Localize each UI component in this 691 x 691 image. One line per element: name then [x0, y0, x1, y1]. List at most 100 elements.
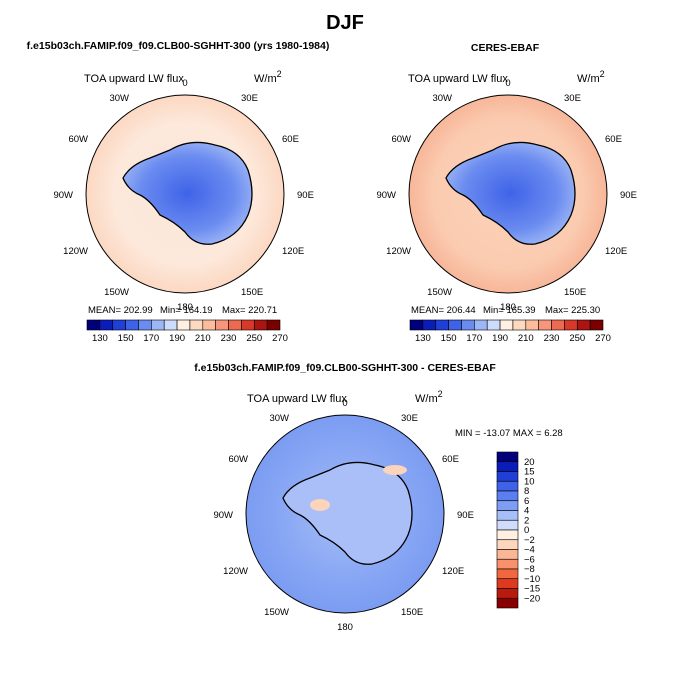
panel-model-field-label: TOA upward LW flux — [84, 73, 184, 85]
colorbar-swatch — [176, 319, 191, 331]
colorbar-swatch — [551, 319, 565, 331]
lon-label: 30E — [241, 93, 258, 104]
panel-model-units: W/m2 — [254, 69, 282, 85]
lon-label: 180 — [177, 302, 193, 313]
panel-diff-field-label: TOA upward LW flux — [247, 393, 347, 405]
panel-obs-mean: MEAN= 206.44 — [411, 305, 476, 316]
lon-label: 30E — [401, 413, 418, 424]
lon-label: 60W — [68, 134, 88, 145]
lon-label: 150E — [564, 287, 586, 298]
colorbar-tick-label: 210 — [195, 333, 211, 344]
colorbar-swatch — [496, 471, 519, 482]
lon-label: 60E — [605, 134, 622, 145]
lon-label: 60W — [228, 454, 248, 465]
colorbar-swatch — [496, 480, 519, 492]
colorbar-swatch — [486, 319, 501, 331]
colorbar-swatch — [496, 451, 519, 463]
colorbar-tick-label: 2 — [524, 515, 529, 526]
page-title: DJF — [326, 12, 364, 34]
colorbar-swatch — [448, 319, 462, 331]
panel-obs-max: Max= 225.30 — [545, 305, 600, 316]
panel-obs-units: W/m2 — [577, 69, 605, 85]
colorbar-tick-label: 250 — [569, 333, 585, 344]
colorbar-swatch — [496, 510, 519, 521]
colorbar-swatch — [496, 588, 519, 599]
colorbar-tick-label: −15 — [524, 584, 540, 595]
panel-obs: CERES-EBAF TOA upward LW flux W/m2 0 30E 6… — [376, 42, 636, 344]
panel-diff-title: f.e15b03ch.FAMIP.f09_f09.CLB00-SGHHT-300… — [194, 362, 496, 374]
lon-label: 150W — [264, 607, 289, 618]
colorbar-swatch — [576, 319, 591, 331]
colorbar-tick-label: 190 — [492, 333, 508, 344]
colorbar-swatch — [496, 490, 519, 502]
colorbar-swatch — [496, 558, 519, 570]
colorbar-tick-label: 230 — [221, 333, 237, 344]
colorbar-tick-label: 0 — [524, 525, 529, 536]
colorbar-swatch — [409, 319, 424, 331]
lon-label: 120E — [605, 246, 627, 257]
colorbar-tick-label: 170 — [466, 333, 482, 344]
colorbar-swatch — [189, 319, 204, 331]
colorbar-tick-label: −8 — [524, 564, 535, 575]
colorbar-tick-label: 10 — [524, 476, 535, 487]
panel-model-colorbar: 130 150 170 190 210 230 250 270 — [86, 319, 288, 344]
panel-diff-lon-labels: 0 30E 60E 90E 120E 150E 180 150W 120W 90W 60W 30W — [213, 398, 473, 633]
colorbar-swatch — [266, 319, 281, 331]
lon-label: 0 — [342, 398, 347, 409]
colorbar-tick-label: 6 — [524, 496, 529, 507]
panel-obs-antarctica — [445, 141, 576, 245]
colorbar-swatch — [496, 461, 519, 472]
colorbar-tick-label: 8 — [524, 486, 529, 497]
colorbar-tick-label: −4 — [524, 545, 535, 556]
colorbar-tick-label: 270 — [272, 333, 288, 344]
colorbar-tick-label: 150 — [441, 333, 457, 344]
colorbar-tick-label: 230 — [544, 333, 560, 344]
colorbar-swatch — [525, 319, 539, 331]
colorbar-swatch — [112, 319, 126, 331]
panel-model-min: Min= 164.19 — [160, 305, 213, 316]
colorbar-swatch — [496, 568, 519, 580]
colorbar-swatch — [202, 319, 216, 331]
colorbar-tick-label: 15 — [524, 467, 535, 478]
lon-label: 90W — [213, 510, 233, 521]
lon-label: 0 — [182, 78, 187, 89]
colorbar-swatch — [496, 597, 519, 609]
panel-diff-positive-anomaly — [310, 499, 330, 511]
panel-obs-field-label: TOA upward LW flux — [408, 73, 508, 85]
panel-diff: f.e15b03ch.FAMIP.f09_f09.CLB00-SGHHT-300… — [194, 362, 562, 633]
lon-label: 60E — [282, 134, 299, 145]
lon-label: 120E — [442, 566, 464, 577]
colorbar-swatch — [228, 319, 242, 331]
colorbar-swatch — [99, 319, 114, 331]
colorbar-tick-label: 250 — [246, 333, 262, 344]
colorbar-swatch — [499, 319, 514, 331]
panel-model: f.e15b03ch.FAMIP.f09_f09.CLB00-SGHHT-300… — [27, 40, 330, 344]
lon-label: 90W — [376, 190, 396, 201]
lon-label: 120W — [63, 246, 88, 257]
colorbar-tick-label: 4 — [524, 506, 529, 517]
lon-label: 90W — [53, 190, 73, 201]
colorbar-tick-label: −10 — [524, 574, 540, 585]
lon-label: 60W — [391, 134, 411, 145]
lon-label: 30W — [109, 93, 129, 104]
colorbar-swatch — [125, 319, 139, 331]
lon-label: 60E — [442, 454, 459, 465]
colorbar-tick-label: −6 — [524, 554, 535, 565]
lon-label: 180 — [337, 622, 353, 633]
colorbar-swatch — [138, 319, 152, 331]
lon-label: 30E — [564, 93, 581, 104]
lon-label: 30W — [432, 93, 452, 104]
colorbar-swatch — [241, 319, 255, 331]
colorbar-tick-label: 20 — [524, 457, 535, 468]
colorbar-swatch — [215, 319, 229, 331]
colorbar-swatch — [253, 319, 268, 331]
colorbar-swatch — [435, 319, 449, 331]
lon-label: 150E — [401, 607, 423, 618]
panel-diff-units: W/m2 — [415, 389, 443, 405]
lon-label: 0 — [505, 78, 510, 89]
lon-label: 90E — [297, 190, 314, 201]
colorbar-swatch — [589, 319, 604, 331]
colorbar-swatch — [496, 549, 519, 560]
